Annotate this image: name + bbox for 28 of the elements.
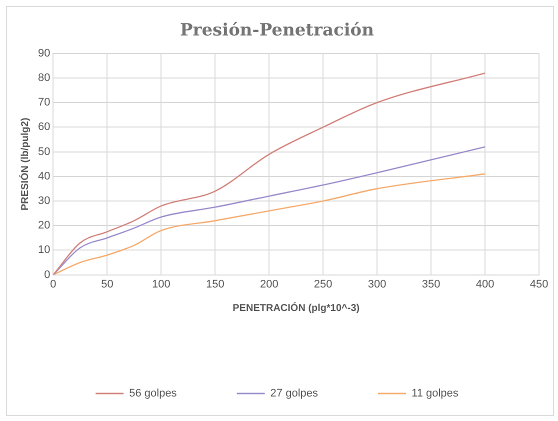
line-series <box>53 146 486 275</box>
y-tick-label: 80 <box>38 72 50 84</box>
x-tick-label: 400 <box>476 278 494 290</box>
x-tick-label: 200 <box>260 278 278 290</box>
line-series <box>53 72 486 275</box>
y-axis-title: PRESIÓN (lb/pulg2) <box>18 118 31 210</box>
y-tick-label: 50 <box>38 146 50 158</box>
x-tick-label: 250 <box>314 278 332 290</box>
y-tick-label: 10 <box>38 244 50 256</box>
y-tick-label: 40 <box>38 170 50 182</box>
y-tick-label: 0 <box>44 268 50 281</box>
x-tick-label: 150 <box>206 278 224 290</box>
x-tick-label: 450 <box>530 278 548 290</box>
line-series <box>53 173 486 275</box>
x-tick-label: 300 <box>368 278 386 290</box>
chart-title: Presión-Penetración <box>180 20 374 41</box>
y-tick-label: 90 <box>38 47 50 60</box>
legend-label: 56 golpes <box>129 388 178 400</box>
y-tick-label: 30 <box>38 195 50 208</box>
x-tick-label: 100 <box>152 278 170 290</box>
y-tick-label: 70 <box>38 96 50 109</box>
y-tick-label: 20 <box>38 220 50 232</box>
x-axis-title: PENETRACIÓN (plg*10^-3) <box>232 302 360 314</box>
x-tick-label: 350 <box>422 278 440 290</box>
x-tick-label: 50 <box>101 278 114 290</box>
legend-label: 11 golpes <box>412 388 459 400</box>
y-tick-label: 60 <box>38 121 50 134</box>
legend-label: 27 golpes <box>270 388 319 400</box>
